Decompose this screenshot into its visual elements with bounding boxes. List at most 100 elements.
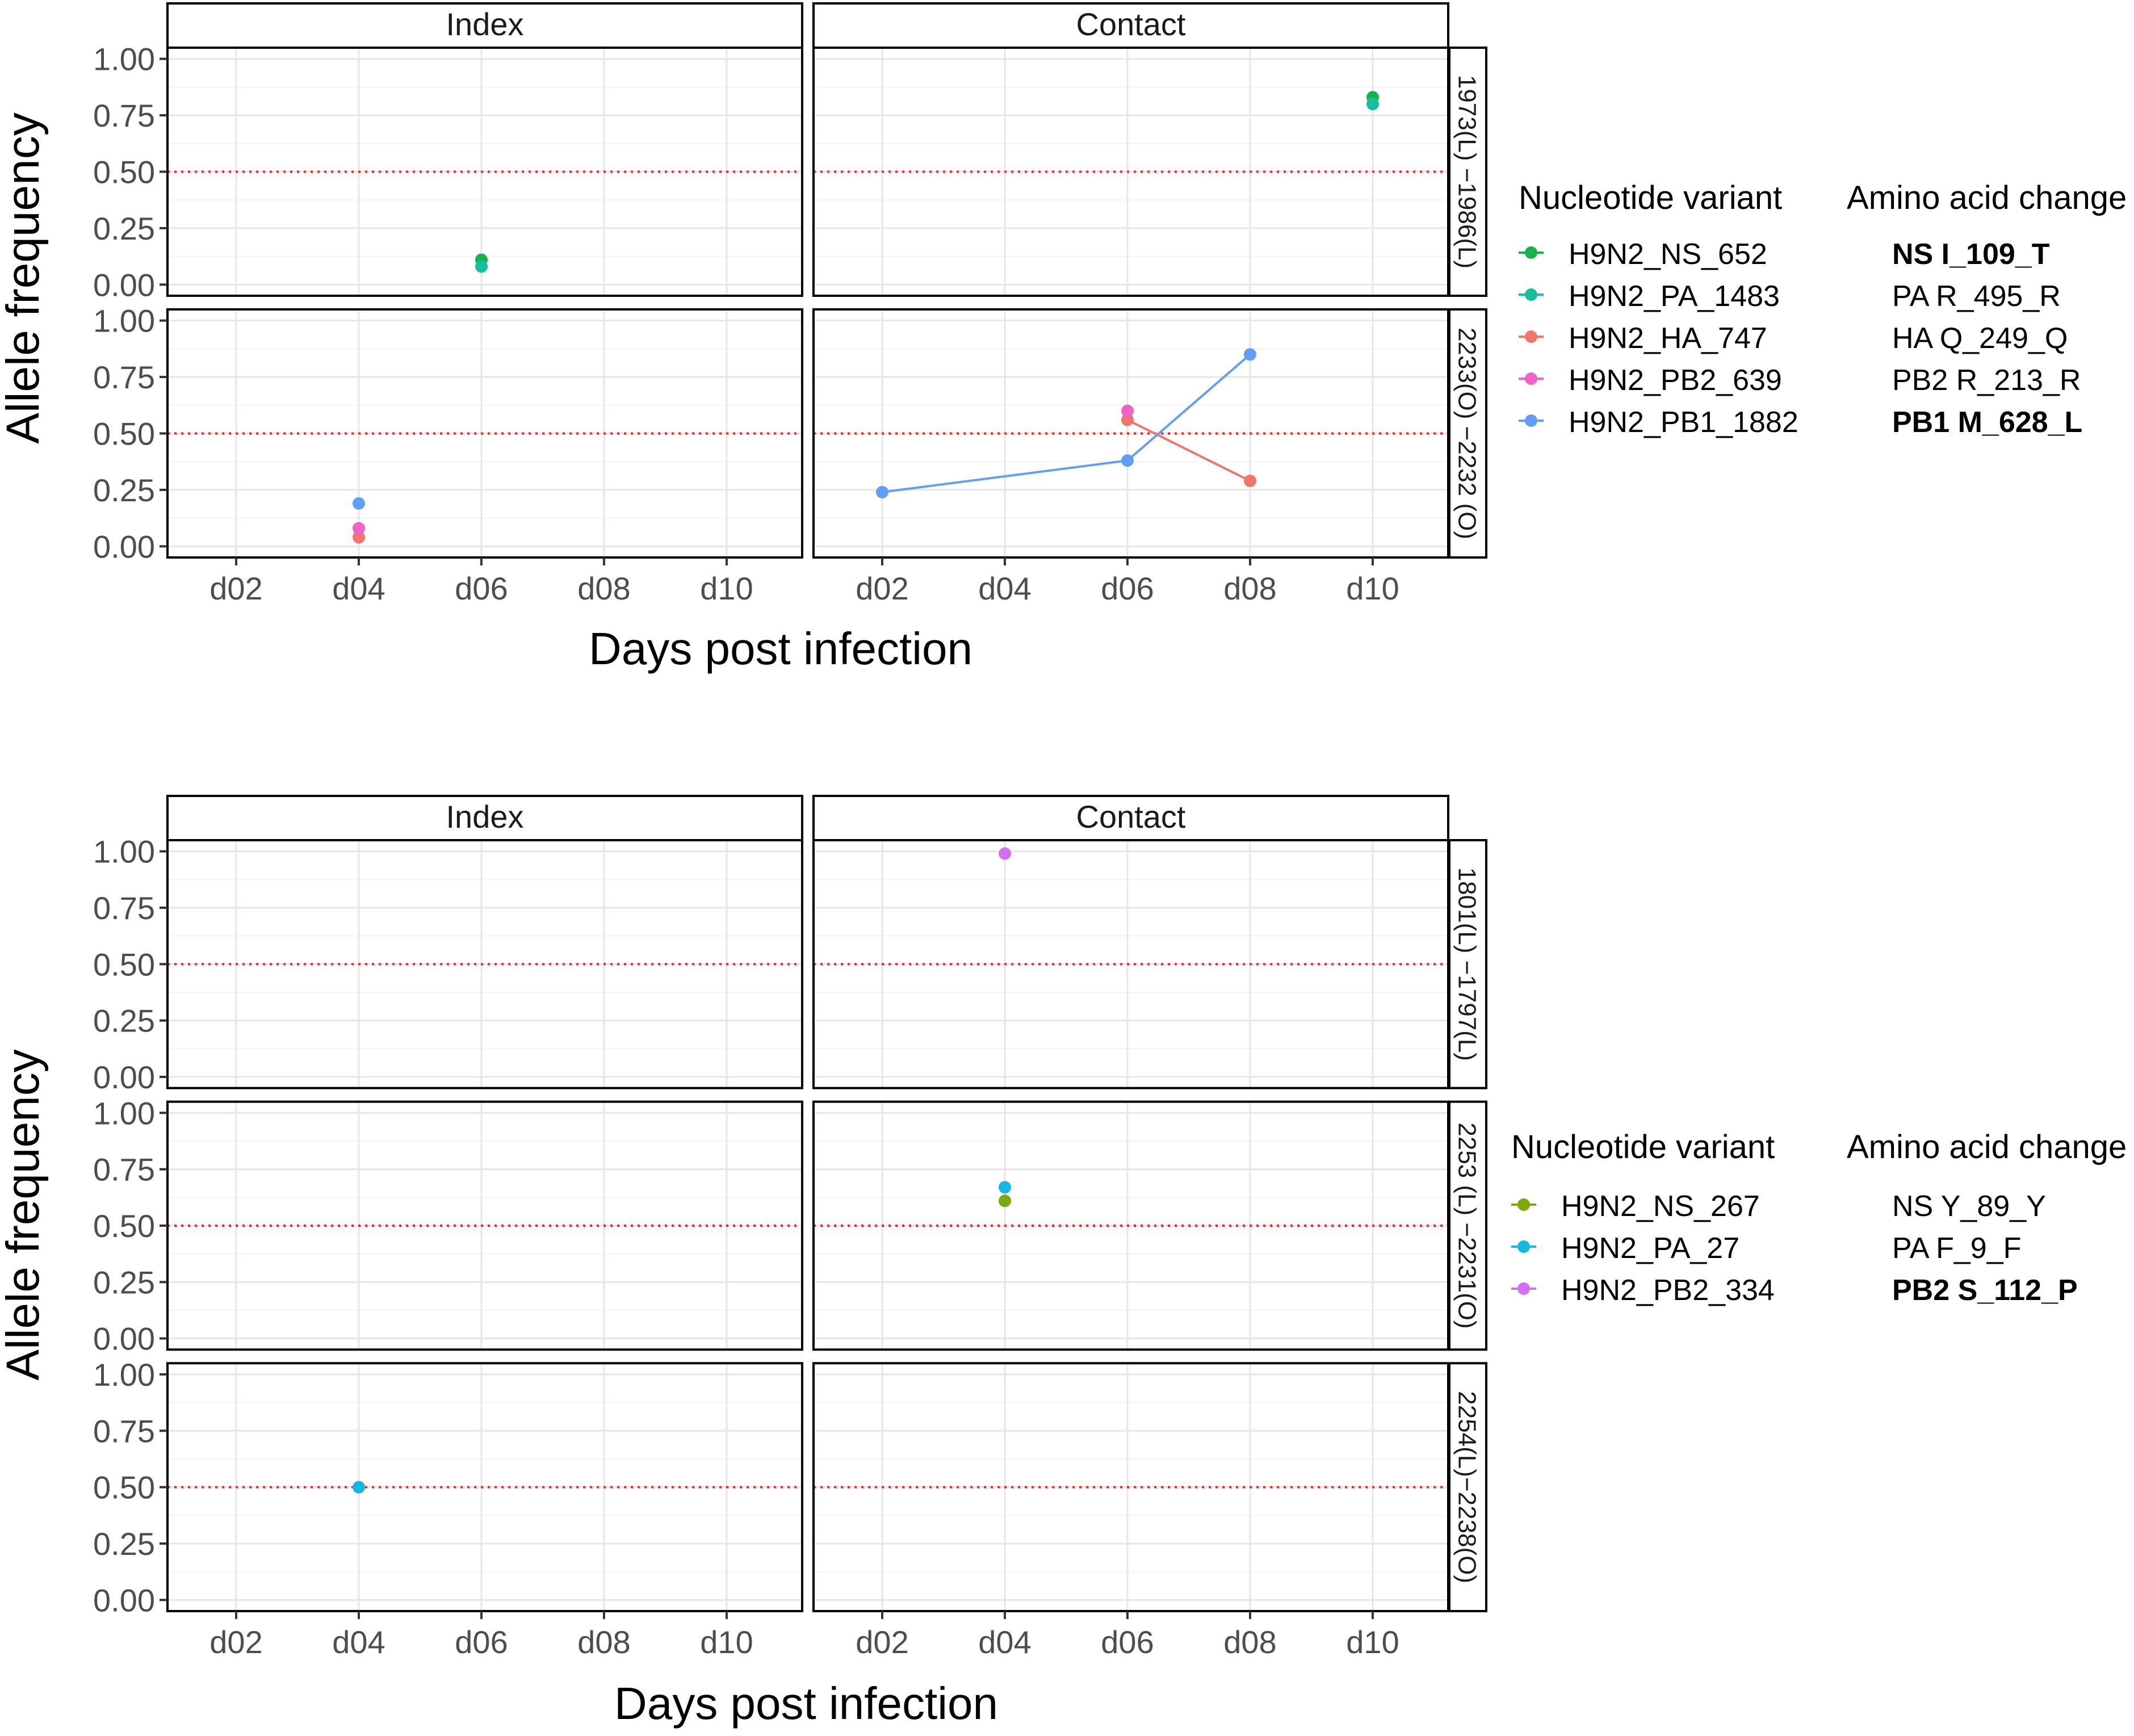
- top-point-H9N2_HA_747: [1244, 475, 1256, 488]
- bottom-ytick-label: 1.00: [93, 834, 155, 870]
- bottom-panel-r1-c1: [812, 1100, 1449, 1351]
- bottom-panel-r0-c0: [166, 839, 803, 1089]
- bottom-xtick-label: d08: [577, 1624, 630, 1660]
- top-row-strip-label-1: 2233(O) −2232 (O): [1453, 328, 1481, 539]
- top-point-H9N2_PB1_1882: [876, 485, 888, 498]
- legend-bottom-key-point: [1517, 1282, 1530, 1295]
- bottom-ytick-label: 0.75: [93, 1413, 155, 1449]
- bottom-strip-label-contact: Contact: [1076, 799, 1186, 835]
- legend-top: Nucleotide variant Amino acid change H9N…: [1519, 179, 2127, 439]
- top-panel-r1-c0: [166, 308, 803, 559]
- top-row-strip-label-0: 1973(L) −1986(L): [1453, 75, 1481, 269]
- bottom-point-H9N2_PB2_334: [999, 847, 1011, 860]
- top-xtick-label: d06: [1101, 571, 1154, 606]
- legend-top-key-point: [1525, 414, 1537, 427]
- bottom-point-H9N2_PA_27: [999, 1181, 1011, 1194]
- legend-bottom-variant-label: H9N2_PB2_334: [1561, 1274, 1775, 1307]
- bottom-ytick-label: 0.00: [93, 1321, 155, 1357]
- top-strip-label-contact: Contact: [1076, 6, 1186, 42]
- top-point-H9N2_PA_1483: [1366, 98, 1379, 111]
- top-xtick-label: d06: [455, 571, 508, 606]
- bottom-ytick-label: 0.25: [93, 1526, 155, 1562]
- top-xtick-label: d02: [856, 571, 908, 606]
- top-ytick-label: 0.00: [93, 529, 155, 564]
- top-xtick-label: d10: [700, 571, 753, 606]
- bottom-row-strip-2: [1448, 1362, 1487, 1612]
- top-row-strip-0: [1448, 47, 1487, 297]
- top-point-H9N2_PB1_1882: [1121, 454, 1134, 467]
- bottom-xtick-label: d10: [1346, 1624, 1399, 1660]
- top-point-H9N2_HA_747: [353, 531, 365, 544]
- legend-top-variant-label: H9N2_PB1_1882: [1569, 406, 1798, 439]
- legend-top-variant-label: H9N2_NS_652: [1569, 238, 1767, 271]
- xlabel-bottom: Days post infection: [614, 1678, 998, 1729]
- bottom-panel-r2-c1: [812, 1362, 1449, 1612]
- top-ytick-label: 0.50: [93, 416, 155, 452]
- top-xtick-label: d08: [1223, 571, 1276, 606]
- bottom-xtick-label: d10: [700, 1624, 753, 1660]
- xlabel-top: Days post infection: [589, 623, 972, 674]
- bottom-ytick-label: 0.50: [93, 1208, 155, 1244]
- top-xtick-label: d04: [332, 571, 385, 606]
- top-xtick-label: d04: [978, 571, 1031, 606]
- top-ytick-label: 0.25: [93, 472, 155, 508]
- legend-top-key-point: [1525, 288, 1537, 301]
- top-row-strip-1: [1448, 308, 1487, 559]
- legend-top-variant-label: H9N2_PA_1483: [1569, 280, 1780, 313]
- bottom-xtick-label: d08: [1223, 1624, 1276, 1660]
- bottom-ytick-label: 0.25: [93, 1264, 155, 1300]
- legend-top-key-point: [1525, 330, 1537, 343]
- chart-top: Index Contact 0.00 0.25 0.50 0.75 1.00 1973(L) …: [93, 2, 1487, 606]
- legend-top-aa-label: PB2 R_213_R: [1892, 364, 2081, 397]
- legend-top-variant-label: H9N2_PB2_639: [1569, 364, 1782, 397]
- top-ytick-label: 1.00: [93, 303, 155, 339]
- bottom-xtick-label: d06: [455, 1624, 508, 1660]
- bottom-xtick-label: d06: [1101, 1624, 1154, 1660]
- bottom-strip-label-index: Index: [446, 799, 524, 835]
- legend-bottom-variant-title: Nucleotide variant: [1511, 1129, 1775, 1165]
- top-panel-r0-c0: [166, 47, 803, 297]
- top-point-H9N2_PB2_639: [1121, 404, 1134, 417]
- top-ytick-label: 0.75: [93, 359, 155, 395]
- legend-bottom-variant-label: H9N2_NS_267: [1561, 1190, 1760, 1223]
- legend-bottom-aa-title: Amino acid change: [1847, 1129, 2127, 1165]
- bottom-ytick-label: 0.00: [93, 1059, 155, 1095]
- top-ytick-label: 0.50: [93, 154, 155, 190]
- bottom-ytick-label: 0.50: [93, 1470, 155, 1506]
- top-point-H9N2_HA_747: [1121, 413, 1134, 426]
- ylabel-bottom: Allele frequency: [0, 1049, 49, 1380]
- bottom-point-H9N2_NS_267: [999, 1194, 1011, 1207]
- top-ytick-label: 0.00: [93, 267, 155, 303]
- legend-top-key-point: [1525, 246, 1537, 259]
- top-ytick-label: 0.75: [93, 98, 155, 133]
- top-panel-r1-c1: [812, 308, 1449, 559]
- bottom-ytick-label: 0.75: [93, 1152, 155, 1188]
- legend-bottom-aa-label: PB2 S_112_P: [1892, 1274, 2078, 1307]
- top-point-H9N2_PB1_1882: [353, 497, 365, 510]
- top-strip-label-index: Index: [446, 6, 524, 42]
- top-strip-index: [166, 2, 803, 49]
- legend-top-aa-label: NS I_109_T: [1892, 238, 2050, 271]
- legend-bottom: Nucleotide variant Amino acid change H9N…: [1511, 1129, 2127, 1307]
- bottom-ytick-label: 0.50: [93, 946, 155, 982]
- top-ytick-label: 1.00: [93, 41, 155, 77]
- legend-top-variant-title: Nucleotide variant: [1519, 179, 1782, 216]
- chart-bottom: Index Contact 0.00 0.25 0.50 0.75 1.00 1801(L) …: [93, 795, 1487, 1660]
- legend-top-aa-title: Amino acid change: [1847, 179, 2127, 216]
- top-strip-contact: [812, 2, 1449, 49]
- bottom-row-strip-label-1: 2253 (L) −2231(O): [1453, 1122, 1481, 1328]
- legend-bottom-variant-label: H9N2_PA_27: [1561, 1232, 1739, 1265]
- ylabel-top: Allele frequency: [0, 112, 49, 443]
- bottom-xtick-label: d02: [856, 1624, 908, 1660]
- bottom-ytick-label: 0.75: [93, 890, 155, 926]
- bottom-xtick-label: d02: [209, 1624, 262, 1660]
- bottom-xtick-label: d04: [978, 1624, 1031, 1660]
- top-point-H9N2_PA_1483: [475, 260, 488, 273]
- legend-top-aa-label: PB1 M_628_L: [1892, 406, 2082, 439]
- bottom-ytick-label: 1.00: [93, 1357, 155, 1393]
- top-point-H9N2_PB1_1882: [1244, 348, 1256, 361]
- bottom-row-strip-0: [1448, 839, 1487, 1089]
- legend-top-key-point: [1525, 372, 1537, 385]
- bottom-row-strip-label-2: 2254(L)−2238(O): [1453, 1391, 1481, 1583]
- top-line-H9N2_HA_747: [1127, 418, 1251, 482]
